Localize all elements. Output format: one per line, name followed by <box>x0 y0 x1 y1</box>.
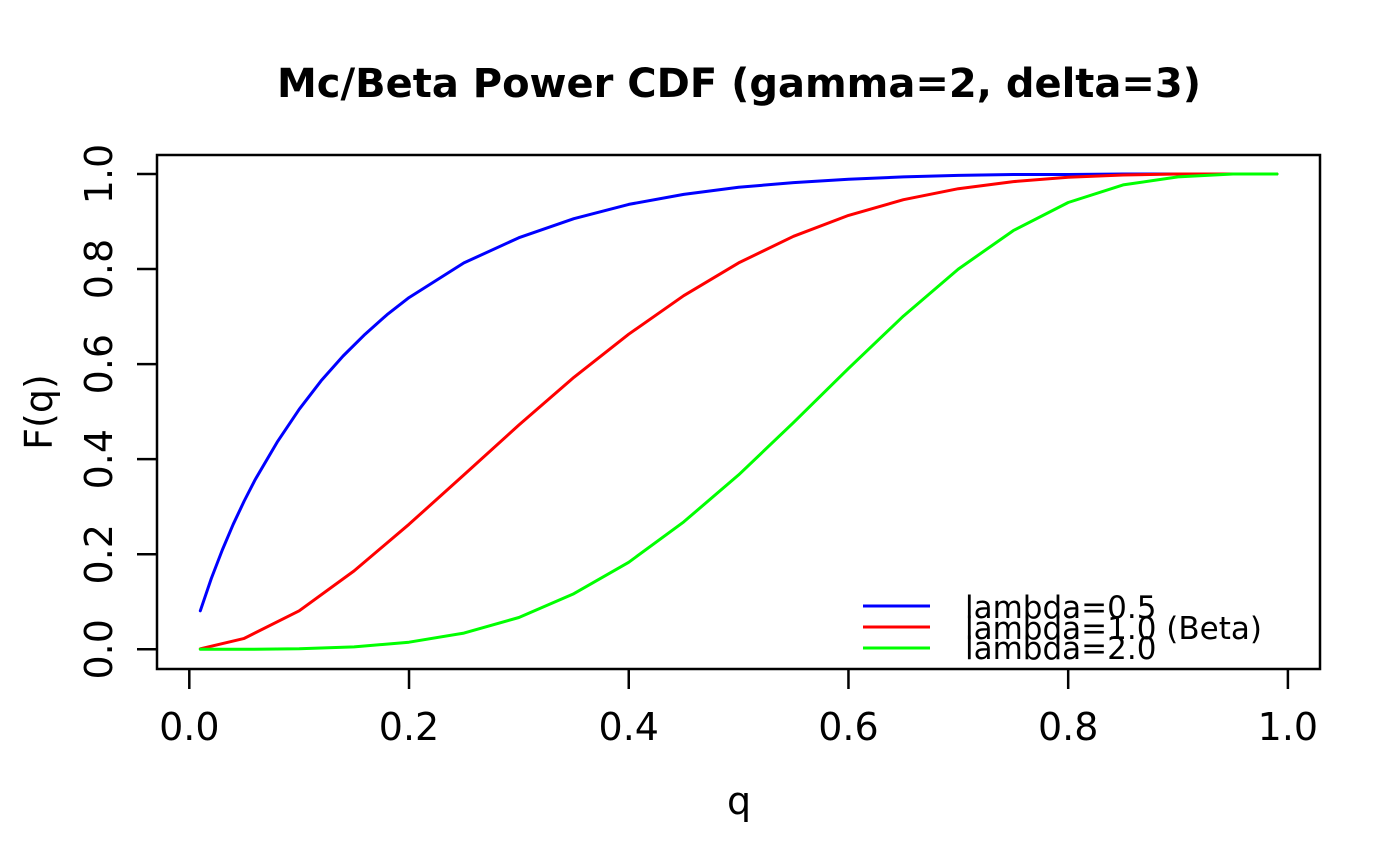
chart-title: Mc/Beta Power CDF (gamma=2, delta=3) <box>277 61 1201 107</box>
legend-label-lambda-2.0: lambda=2.0 <box>965 631 1156 667</box>
x-tick-label: 0.8 <box>1038 705 1098 749</box>
y-tick-label: 0.0 <box>77 619 121 679</box>
plot-box <box>155 153 1322 671</box>
curve-lines <box>198 172 1279 651</box>
y-axis-ticks: 0.0 0.2 0.4 0.6 0.8 1.0 <box>77 144 157 680</box>
series-line-lambda-2.0 <box>198 172 1279 651</box>
x-axis-ticks: 0.0 0.2 0.4 0.6 0.8 1.0 <box>159 669 1318 749</box>
y-axis-title: F(q) <box>17 374 61 450</box>
series-line-lambda-1.0-beta- <box>198 172 1279 651</box>
x-axis-title: q <box>727 779 751 823</box>
y-tick-label: 0.4 <box>77 429 121 489</box>
y-tick-label: 1.0 <box>77 144 121 204</box>
x-tick-label: 0.4 <box>599 705 659 749</box>
series-line-lambda-0.5 <box>198 172 1279 613</box>
y-tick-label: 0.8 <box>77 239 121 299</box>
legend-label-lambda-0.5: lambda=0.5 <box>965 590 1156 626</box>
x-tick-label: 0.6 <box>818 705 878 749</box>
x-tick-label: 0.0 <box>159 705 219 749</box>
y-tick-label: 0.2 <box>77 524 121 584</box>
legend: lambda=0.5 lambda=1.0 (Beta) lambda=2.0 <box>863 590 1262 667</box>
y-tick-label: 0.6 <box>77 334 121 394</box>
x-tick-label: 1.0 <box>1258 705 1318 749</box>
legend-label-lambda-1.0: lambda=1.0 (Beta) <box>965 611 1262 647</box>
x-tick-label: 0.2 <box>379 705 439 749</box>
